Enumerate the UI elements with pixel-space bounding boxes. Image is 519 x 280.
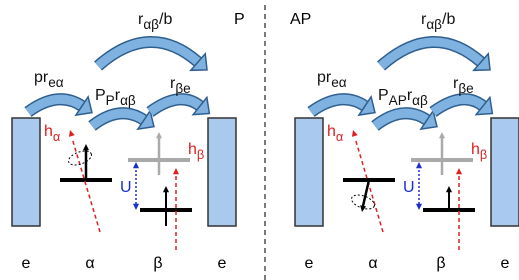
label: hα bbox=[327, 123, 344, 144]
electrode bbox=[295, 118, 323, 226]
arrow-tip bbox=[439, 132, 445, 138]
label: preα bbox=[34, 69, 64, 90]
label: preα bbox=[317, 69, 347, 90]
arrow-tip bbox=[133, 162, 139, 168]
panel-mode: P bbox=[234, 11, 245, 28]
subscript: eα bbox=[331, 75, 347, 90]
site-label: e bbox=[22, 255, 31, 272]
arrow-tip bbox=[173, 168, 179, 174]
spin bbox=[363, 180, 369, 206]
label: rαβ/b bbox=[138, 11, 172, 32]
subscript: β bbox=[480, 147, 487, 162]
label: rαβ/b bbox=[421, 11, 455, 32]
gap-label: U bbox=[120, 179, 132, 196]
subscript: αβ bbox=[143, 17, 159, 32]
label-text: h bbox=[188, 141, 197, 158]
gap-label: U bbox=[403, 179, 415, 196]
diagram: Prαβ/bpreαPPrαβrβehαhβUeαβeAPrαβ/bpreαPA… bbox=[0, 0, 519, 280]
spin-tip bbox=[360, 205, 366, 212]
field-arrow bbox=[69, 130, 75, 137]
site-label: e bbox=[218, 255, 227, 272]
electrode bbox=[12, 118, 40, 226]
arrow-tip bbox=[416, 204, 422, 210]
label-text: pr bbox=[317, 69, 332, 86]
subscript: α bbox=[336, 129, 344, 144]
label-text: P bbox=[378, 87, 389, 104]
electrode bbox=[491, 118, 519, 226]
label: PAPrαβ bbox=[378, 87, 428, 108]
field-arrow bbox=[352, 130, 358, 137]
subscript: eα bbox=[48, 75, 64, 90]
site-label: e bbox=[305, 255, 314, 272]
site-label: β bbox=[153, 255, 162, 272]
label: hα bbox=[44, 123, 61, 144]
subscript: βe bbox=[175, 81, 190, 96]
arrow-tip bbox=[133, 204, 139, 210]
arrow-tip bbox=[446, 186, 452, 192]
label: hβ bbox=[188, 141, 204, 162]
subscript: βe bbox=[458, 81, 473, 96]
arrow-tip bbox=[416, 162, 422, 168]
label-text: h bbox=[44, 123, 53, 140]
subscript: β bbox=[197, 147, 204, 162]
subscript: AP bbox=[389, 93, 407, 108]
site-label: e bbox=[501, 255, 510, 272]
label-text: pr bbox=[34, 69, 49, 86]
arrow-tip bbox=[156, 132, 162, 138]
arrow-tip bbox=[163, 186, 169, 192]
label: hβ bbox=[471, 141, 487, 162]
spin-tip bbox=[83, 144, 89, 150]
label: PPrαβ bbox=[95, 87, 136, 108]
site-label: α bbox=[368, 255, 377, 272]
subscript: P bbox=[106, 93, 115, 108]
label-text: /b bbox=[442, 11, 455, 28]
arrow-tip bbox=[456, 168, 462, 174]
panel-mode: AP bbox=[290, 11, 311, 28]
label-text: h bbox=[327, 123, 336, 140]
site-label: α bbox=[85, 255, 94, 272]
label-text: P bbox=[95, 87, 106, 104]
label: rβe bbox=[170, 75, 191, 96]
label-text: /b bbox=[159, 11, 172, 28]
site-label: β bbox=[436, 255, 445, 272]
subscript: αβ bbox=[412, 93, 428, 108]
subscript: αβ bbox=[426, 17, 442, 32]
label-text: h bbox=[471, 141, 480, 158]
electrode bbox=[208, 118, 236, 226]
subscript: αβ bbox=[120, 93, 136, 108]
label: rβe bbox=[453, 75, 474, 96]
subscript: α bbox=[53, 129, 61, 144]
